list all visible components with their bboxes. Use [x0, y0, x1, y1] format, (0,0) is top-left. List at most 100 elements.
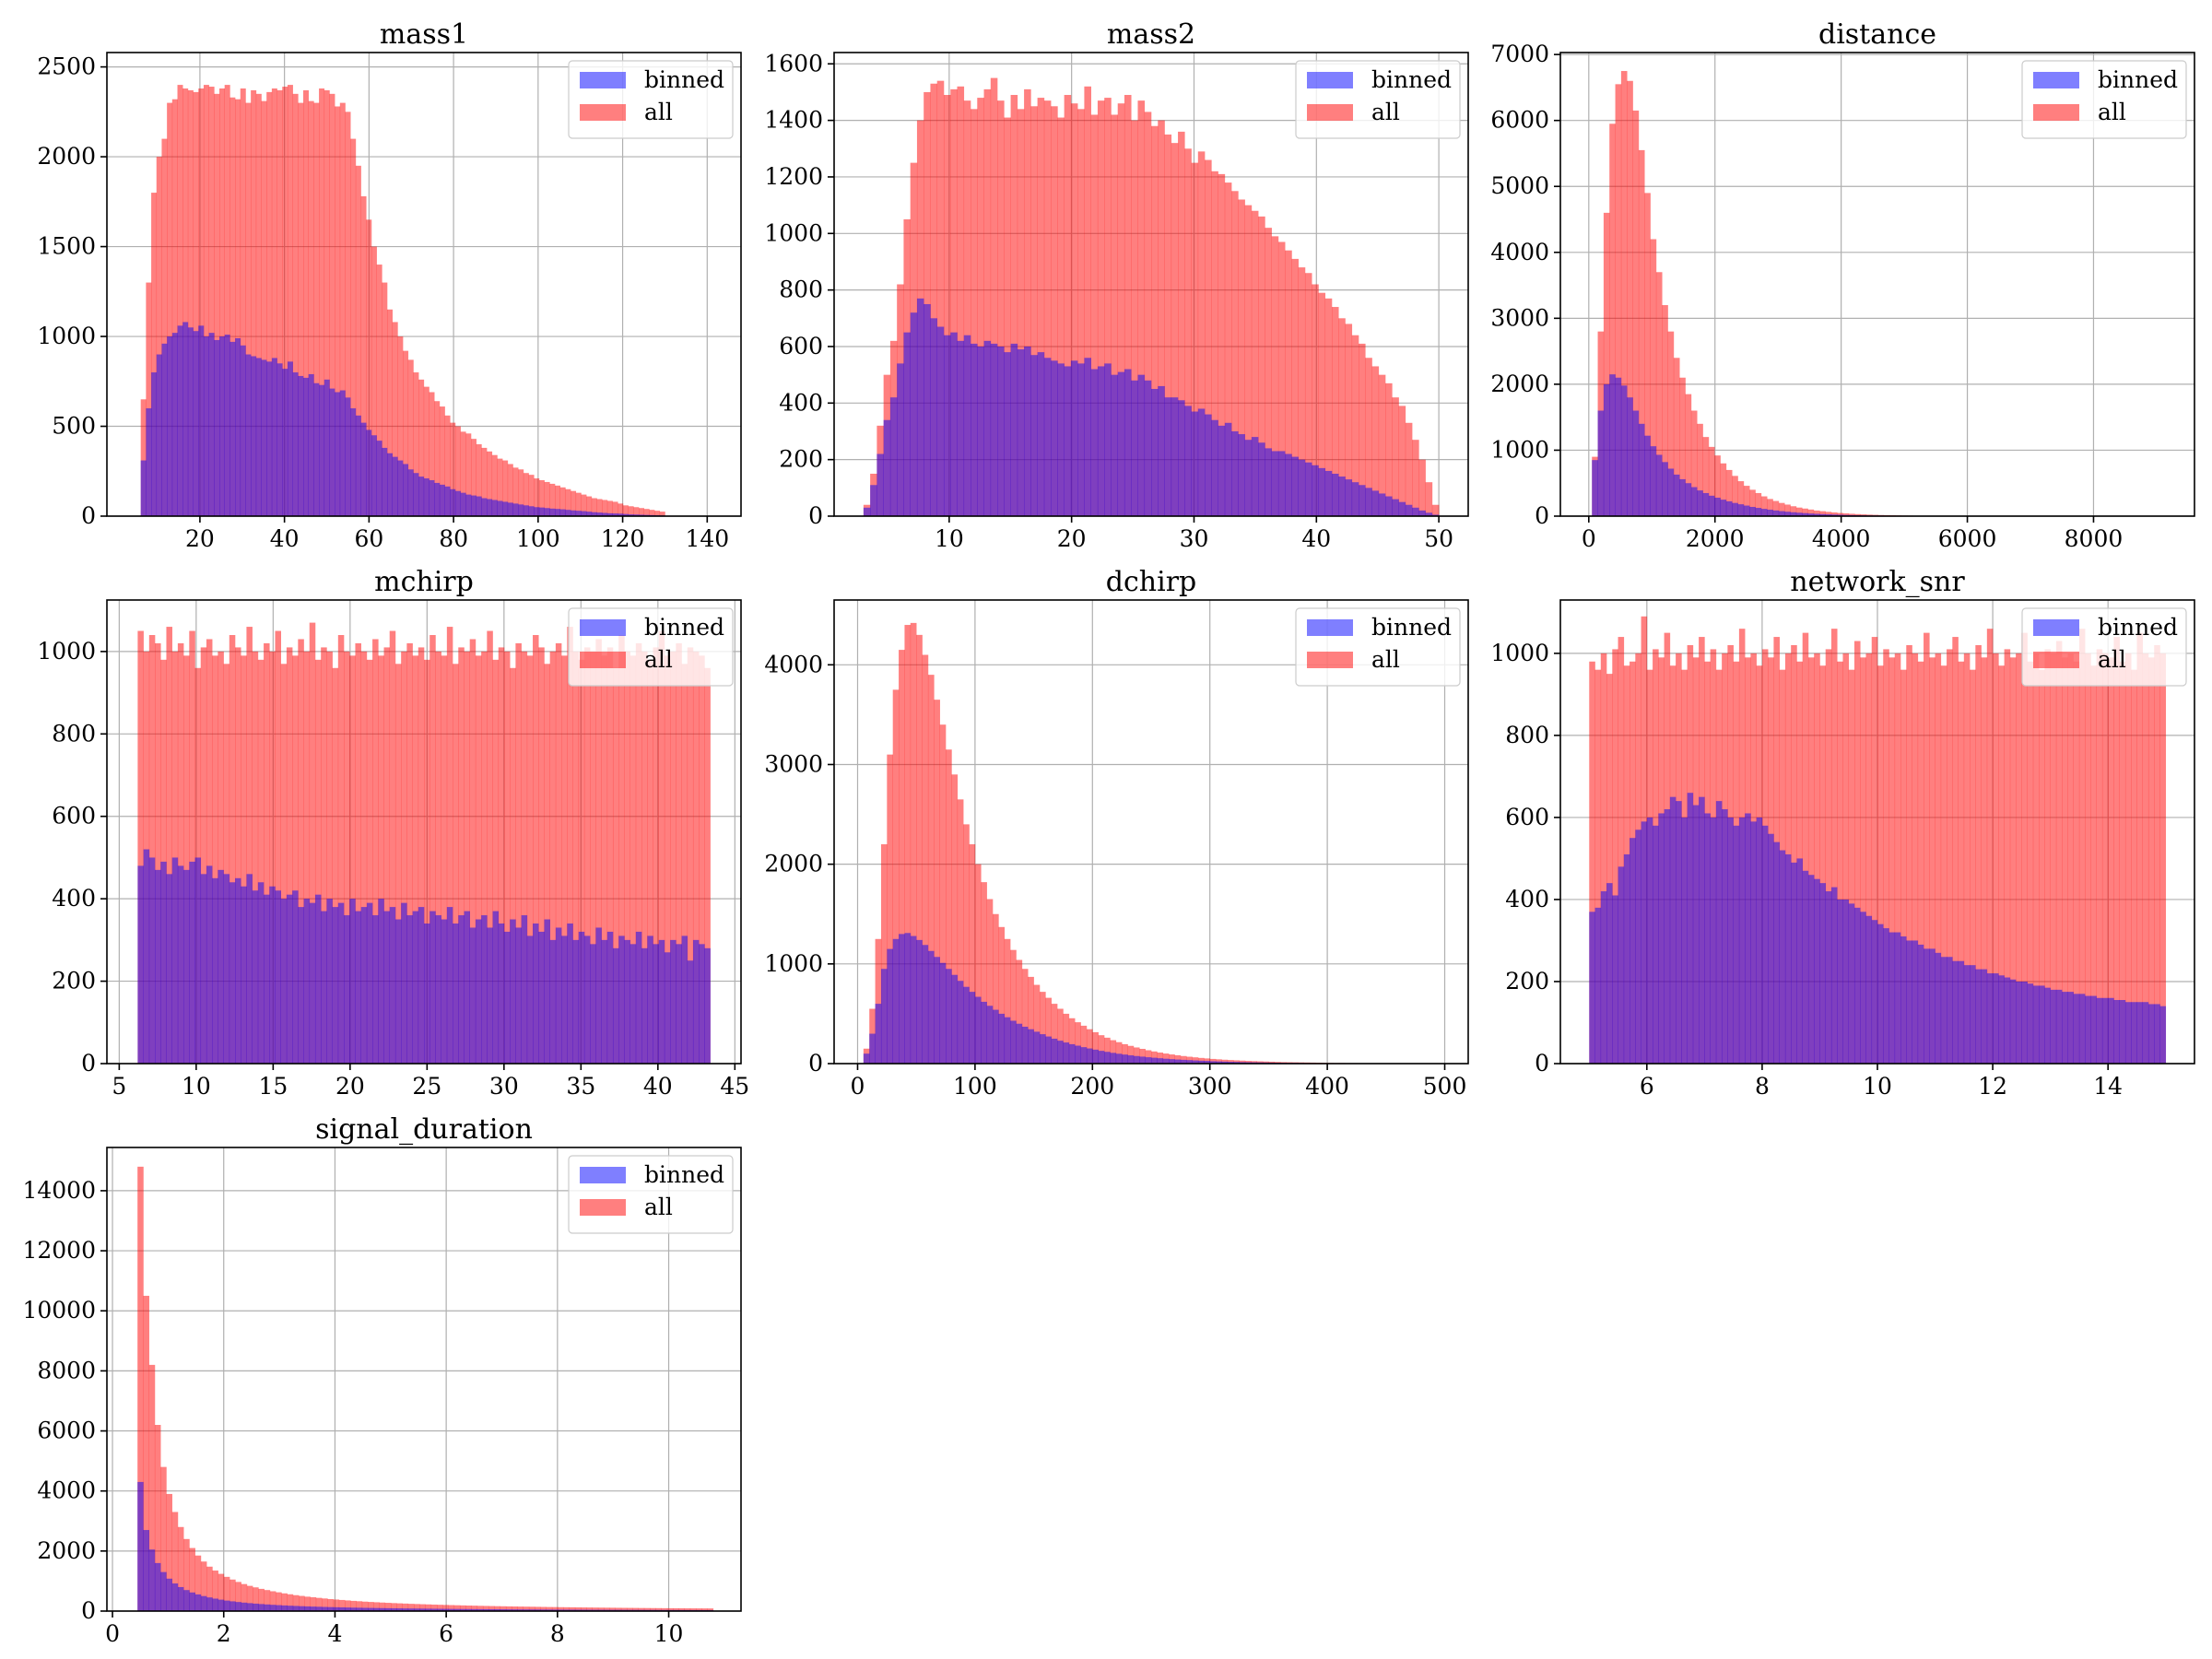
- bar-binned: [442, 1608, 449, 1611]
- y-tick-label: 500: [52, 413, 96, 440]
- bar-binned: [934, 957, 940, 1064]
- bar-all: [1837, 661, 1843, 1064]
- bar-all: [678, 1608, 685, 1611]
- bar-all: [208, 87, 215, 516]
- bar-all: [526, 655, 534, 1064]
- bar-all: [281, 1593, 288, 1611]
- bar-binned: [1749, 506, 1756, 516]
- bar-all: [1767, 499, 1773, 516]
- bar-all: [1644, 193, 1651, 516]
- bar-binned: [2021, 981, 2028, 1064]
- bar-all: [382, 282, 388, 516]
- bar-binned: [1157, 1058, 1164, 1064]
- bar-all: [2119, 661, 2126, 1064]
- bar-all: [361, 1601, 369, 1611]
- bar-binned: [161, 343, 168, 516]
- bar-all: [356, 1601, 363, 1611]
- bar-binned: [1745, 813, 1751, 1064]
- bar-all: [324, 89, 330, 516]
- bar-binned: [889, 397, 898, 516]
- bar-binned: [1378, 493, 1386, 516]
- bar-all: [2004, 649, 2011, 1064]
- legend-swatch-all: [1307, 104, 1353, 121]
- bar-binned: [1092, 1049, 1099, 1064]
- bar-all: [1778, 502, 1785, 516]
- bar-binned: [1650, 446, 1657, 516]
- bar-all: [586, 496, 593, 516]
- bar-binned: [595, 927, 602, 1064]
- y-tick-label: 400: [779, 389, 823, 416]
- bar-all: [643, 509, 650, 516]
- bar-binned: [1865, 915, 1873, 1064]
- bar-all: [1940, 665, 1947, 1064]
- bar-all: [292, 1594, 300, 1611]
- bar-binned: [664, 952, 671, 1064]
- bar-binned: [1720, 500, 1727, 516]
- bar-binned: [1609, 374, 1616, 516]
- bar-all: [2147, 657, 2155, 1064]
- bar-binned: [246, 874, 253, 1064]
- series-all: [863, 622, 1452, 1064]
- bar-all: [460, 431, 466, 516]
- bar-binned: [1412, 507, 1419, 516]
- bar-binned: [1197, 1060, 1205, 1064]
- bar-binned: [329, 388, 335, 516]
- series-binned: [137, 1481, 714, 1611]
- bar-all: [1084, 86, 1091, 517]
- bar-all: [1051, 1004, 1058, 1064]
- bar-binned: [1963, 965, 1971, 1064]
- bar-all: [1600, 653, 1607, 1064]
- bar-all: [618, 635, 625, 1064]
- bar-all: [1615, 84, 1622, 516]
- bar-binned: [459, 1608, 466, 1611]
- bar-binned: [491, 500, 498, 516]
- bar-all: [1412, 440, 1419, 516]
- bar-binned: [1298, 459, 1306, 516]
- y-tick-label: 0: [1535, 502, 1549, 529]
- bar-binned: [487, 499, 493, 516]
- x-tick-label: 5: [112, 1073, 126, 1100]
- bar-all: [505, 1606, 512, 1611]
- legend-swatch-all: [1307, 652, 1353, 668]
- series-binned: [1589, 793, 2167, 1064]
- bar-binned: [1708, 495, 1715, 516]
- bar-all: [673, 1607, 679, 1611]
- bar-binned: [618, 513, 624, 516]
- bar-all: [707, 1608, 714, 1611]
- bar-binned: [218, 869, 224, 1064]
- bar-all: [1205, 159, 1212, 517]
- bar-binned: [219, 336, 225, 516]
- y-tick-label: 4000: [764, 651, 823, 677]
- x-tick-label: 0: [1582, 525, 1596, 552]
- bar-all: [583, 647, 591, 1064]
- bar-binned: [1104, 363, 1112, 516]
- bar-binned: [983, 340, 992, 516]
- bar-all: [1743, 486, 1750, 516]
- y-tick-label: 4000: [37, 1477, 96, 1504]
- bar-binned: [471, 1608, 478, 1611]
- bar-all: [212, 1571, 218, 1611]
- legend-swatch-all: [580, 104, 626, 121]
- bar-binned: [355, 911, 361, 1064]
- y-tick-label: 2000: [764, 851, 823, 877]
- bar-all: [424, 659, 430, 1064]
- bar-all: [586, 1607, 593, 1611]
- bar-binned: [1773, 841, 1780, 1064]
- bar-all: [464, 651, 470, 1064]
- bar-all: [1970, 669, 1976, 1064]
- bar-binned: [1814, 878, 1820, 1064]
- legend-label-all: all: [1371, 646, 1400, 673]
- bar-all: [198, 88, 205, 516]
- bar-binned: [310, 1606, 317, 1611]
- bar-all: [602, 500, 608, 516]
- bar-all: [322, 1598, 328, 1611]
- bar-all: [453, 1605, 461, 1611]
- y-tick-label: 3000: [1490, 304, 1549, 331]
- bar-binned: [1685, 483, 1692, 516]
- bar-binned: [1894, 932, 1901, 1064]
- bar-binned: [454, 490, 461, 516]
- bar-all: [1618, 637, 1625, 1064]
- bar-binned: [1784, 853, 1792, 1064]
- bar-all: [137, 1166, 144, 1611]
- bar-all: [639, 508, 644, 516]
